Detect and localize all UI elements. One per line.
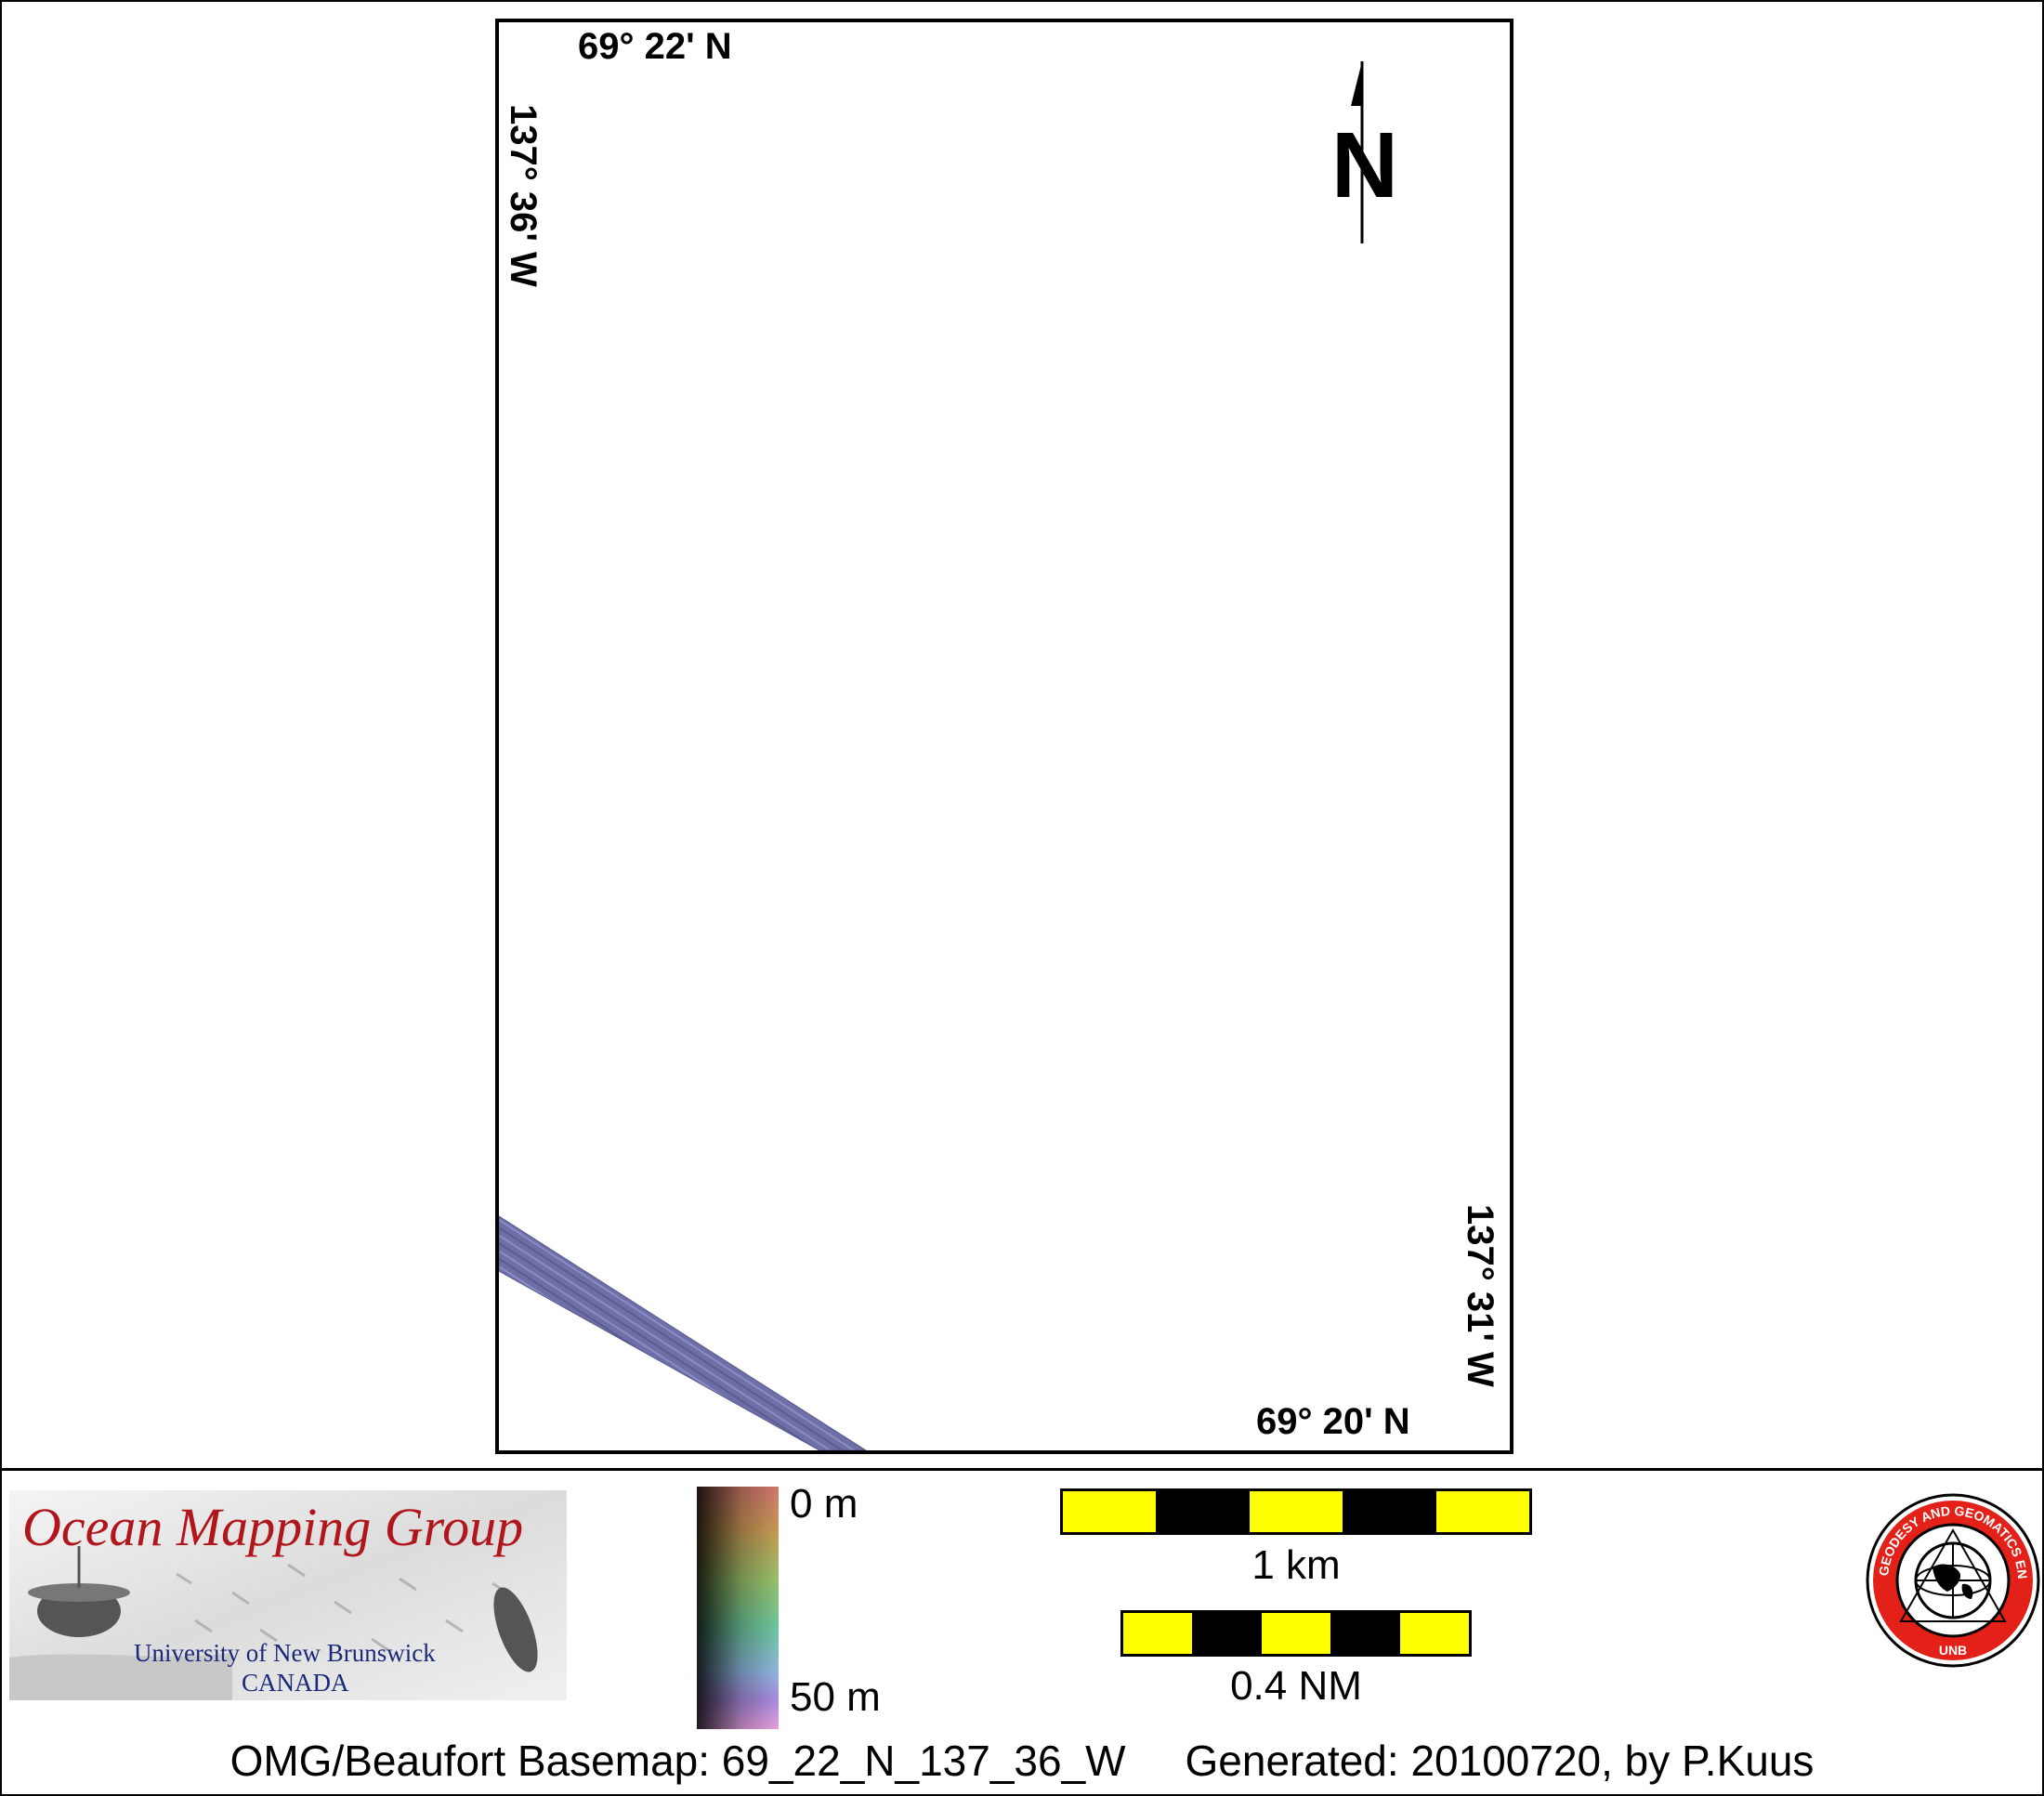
colorbar-min-label: 0 m xyxy=(790,1481,858,1527)
left-longitude-label: 137° 36' W xyxy=(503,104,544,287)
bottom-latitude-label: 69° 20' N xyxy=(1256,1401,1410,1442)
right-longitude-label: 137° 31' W xyxy=(1460,1204,1500,1387)
north-arrow-icon: N xyxy=(1331,61,1398,243)
omg-university: University of New Brunswick xyxy=(134,1639,436,1667)
legend-divider xyxy=(0,1468,2044,1471)
map-frame xyxy=(495,19,1513,1454)
depth-colorbar xyxy=(697,1487,779,1729)
scalebar-nm xyxy=(1120,1610,1472,1657)
colorbar-max-label: 50 m xyxy=(790,1674,881,1720)
scalebar-km-segment xyxy=(1343,1491,1436,1532)
scalebar-km-segment xyxy=(1063,1491,1157,1532)
footer-caption: OMG/Beaufort Basemap: 69_22_N_137_36_W G… xyxy=(0,1736,2044,1786)
gge-bottom-text: UNB xyxy=(1939,1643,1967,1658)
north-label: N xyxy=(1331,113,1398,217)
omg-title: Ocean Mapping Group xyxy=(22,1497,524,1557)
scalebar-km xyxy=(1060,1488,1532,1535)
ocean-mapping-group-logo: Ocean Mapping Group University of New Br… xyxy=(9,1490,567,1700)
survey-swath xyxy=(499,1215,867,1450)
top-latitude-label: 69° 22' N xyxy=(578,26,732,67)
scalebar-nm-label: 0.4 NM xyxy=(1230,1663,1362,1709)
scalebar-nm-segment xyxy=(1123,1613,1193,1654)
scalebar-nm-segment xyxy=(1261,1613,1331,1654)
scalebar-km-segment xyxy=(1435,1491,1530,1532)
omg-country: CANADA xyxy=(242,1669,349,1697)
seafloor-image xyxy=(9,1490,567,1700)
scalebar-nm-segment xyxy=(1399,1613,1470,1654)
scalebar-km-segment xyxy=(1249,1491,1343,1532)
geodesy-geomatics-engineering-logo: GEODESY AND GEOMATICS ENGINEERING UNB xyxy=(1864,1491,2040,1668)
scalebar-km-segment xyxy=(1156,1491,1250,1532)
scalebar-km-label: 1 km xyxy=(1251,1542,1341,1588)
footer-basemap: OMG/Beaufort Basemap: 69_22_N_137_36_W xyxy=(229,1737,1126,1785)
scalebar-nm-segment xyxy=(1192,1613,1262,1654)
swath-polygon xyxy=(499,1215,867,1450)
footer-generated: Generated: 20100720, by P.Kuus xyxy=(1185,1737,1815,1785)
scalebar-nm-segment xyxy=(1330,1613,1400,1654)
